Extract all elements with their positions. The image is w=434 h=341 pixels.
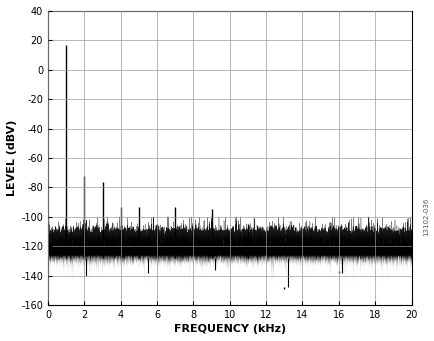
Y-axis label: LEVEL (dBV): LEVEL (dBV): [7, 120, 17, 196]
Text: 13102-036: 13102-036: [422, 198, 428, 236]
X-axis label: FREQUENCY (kHz): FREQUENCY (kHz): [173, 324, 285, 334]
